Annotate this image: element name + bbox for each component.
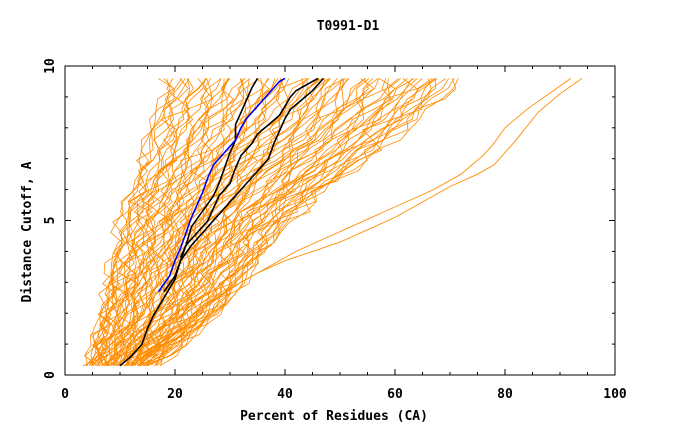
model-curve	[138, 78, 437, 367]
model-curve	[104, 78, 245, 367]
model-curves-bundle	[82, 78, 459, 367]
y-tick-label: 5	[43, 217, 58, 225]
x-axis-label: Percent of Residues (CA)	[240, 409, 428, 424]
model-curve	[160, 78, 459, 366]
model-curve	[88, 78, 194, 366]
series-black-2	[163, 77, 325, 293]
model-curve	[123, 78, 345, 367]
model-curve	[131, 78, 348, 366]
x-tick-label: 80	[497, 387, 513, 402]
x-tick-label: 0	[61, 387, 69, 402]
model-curve	[129, 78, 350, 366]
x-tick-label: 40	[277, 387, 293, 402]
chart-title: T0991-D1	[317, 19, 380, 34]
model-curve	[113, 78, 264, 366]
model-curve	[97, 78, 206, 366]
model-curve	[102, 78, 230, 366]
series-black-1	[119, 77, 259, 367]
model-curve	[159, 78, 457, 367]
model-curve	[129, 78, 321, 366]
model-curve	[132, 78, 346, 366]
model-curve	[116, 78, 290, 366]
y-tick-label: 10	[43, 58, 58, 74]
x-tick-label: 100	[603, 387, 627, 402]
x-tick-label: 20	[167, 387, 183, 402]
y-axis-label: Distance Cutoff, A	[20, 161, 35, 302]
model-curve	[108, 78, 231, 366]
model-curve	[91, 78, 208, 366]
model-curve	[112, 78, 245, 366]
model-curve	[91, 78, 214, 366]
series-outlier-2	[141, 78, 572, 360]
model-curve	[139, 78, 379, 366]
model-curve	[146, 78, 392, 366]
model-curve	[143, 78, 433, 367]
series-outlier-1	[130, 78, 583, 367]
model-curve	[119, 78, 282, 366]
model-curve	[115, 78, 270, 366]
model-curve	[157, 78, 436, 366]
series-black-3	[179, 77, 319, 258]
model-curve	[85, 78, 207, 367]
model-curve	[124, 78, 323, 366]
model-curve	[139, 78, 389, 366]
model-curve	[94, 78, 207, 366]
model-curve	[106, 78, 251, 366]
model-curve	[82, 78, 190, 367]
model-curve	[130, 78, 332, 366]
x-tick-label: 60	[387, 387, 403, 402]
model-curve	[100, 78, 234, 366]
axis-ticks: 0 20 40 60 80 100 0 5 10	[43, 58, 627, 402]
model-curve	[151, 78, 447, 366]
y-tick-label: 0	[43, 371, 58, 379]
plot-area	[82, 77, 583, 367]
model-curve	[85, 78, 178, 366]
series-blue	[157, 77, 286, 293]
model-curve	[96, 78, 222, 366]
model-curve	[100, 78, 250, 367]
model-curve	[83, 78, 175, 367]
model-curve	[98, 78, 222, 366]
model-curve	[134, 78, 343, 366]
